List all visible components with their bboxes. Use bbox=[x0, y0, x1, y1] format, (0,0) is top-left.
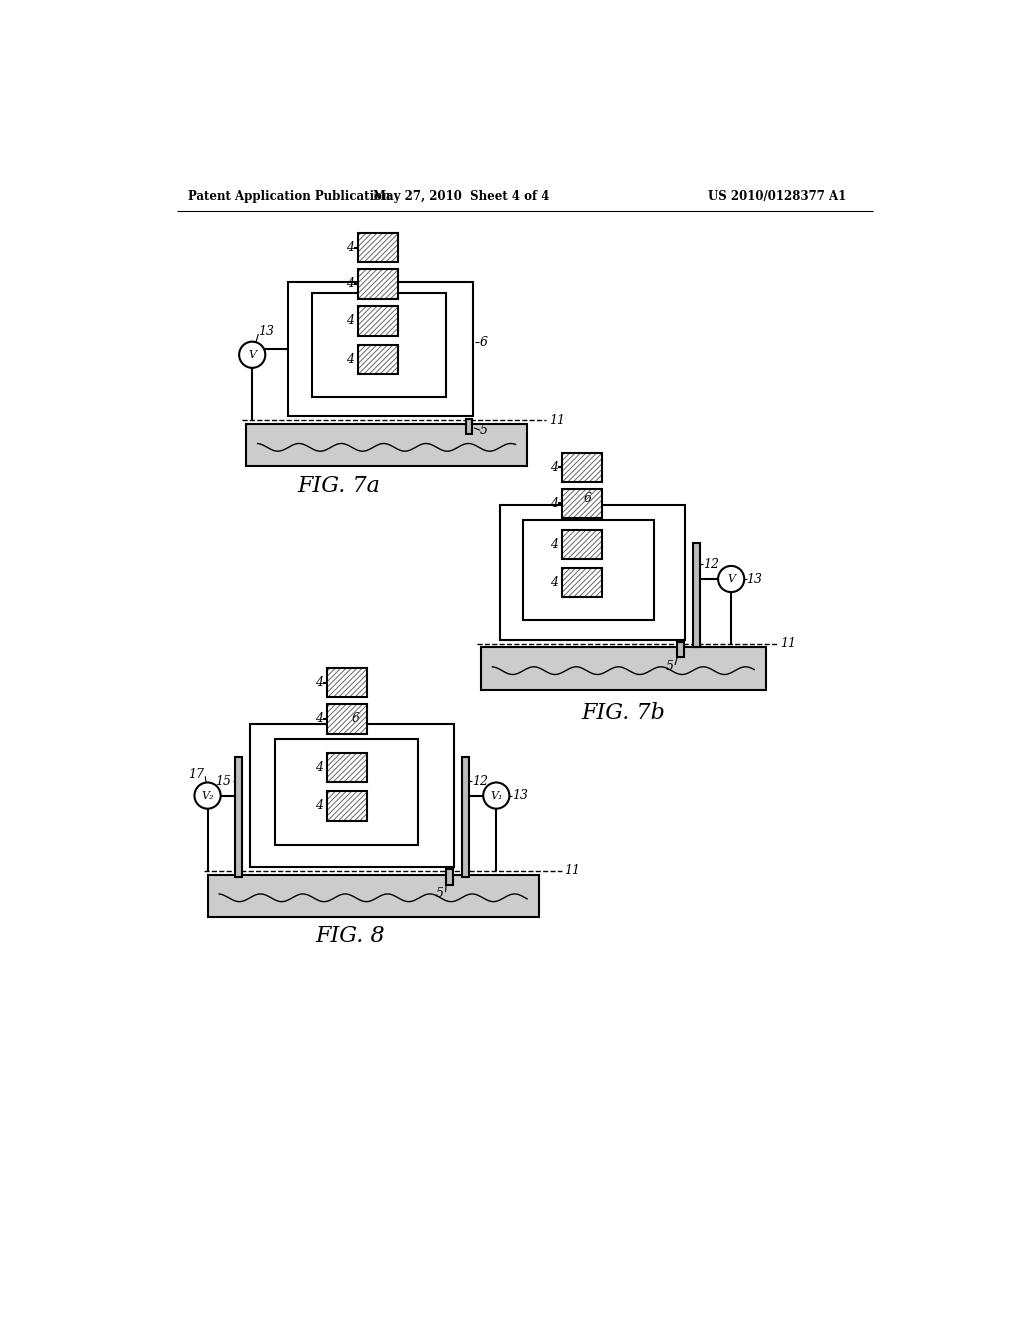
Bar bbox=[327, 752, 367, 781]
Bar bbox=[523, 520, 654, 620]
Bar bbox=[357, 306, 397, 335]
Circle shape bbox=[240, 342, 265, 368]
Bar bbox=[208, 874, 539, 917]
Circle shape bbox=[483, 783, 509, 809]
Bar bbox=[327, 668, 367, 697]
Text: 4: 4 bbox=[346, 352, 354, 366]
Text: 4: 4 bbox=[550, 461, 558, 474]
Bar bbox=[692, 544, 700, 647]
Text: 11: 11 bbox=[564, 865, 580, 878]
Bar bbox=[562, 488, 602, 517]
Bar bbox=[446, 869, 454, 884]
Bar bbox=[246, 424, 527, 466]
Bar bbox=[357, 345, 397, 374]
Text: 13: 13 bbox=[512, 789, 527, 803]
Text: V: V bbox=[727, 574, 735, 583]
Text: 4: 4 bbox=[315, 713, 323, 726]
Text: Patent Application Publication: Patent Application Publication bbox=[188, 190, 391, 203]
Circle shape bbox=[195, 783, 220, 809]
Text: 6: 6 bbox=[479, 335, 487, 348]
Text: V₁: V₁ bbox=[490, 791, 503, 800]
Bar bbox=[327, 792, 367, 821]
Text: FIG. 8: FIG. 8 bbox=[315, 925, 385, 948]
Text: 5: 5 bbox=[436, 887, 444, 900]
Text: 13: 13 bbox=[746, 573, 763, 586]
Text: 4: 4 bbox=[346, 277, 354, 290]
Text: 17: 17 bbox=[187, 767, 204, 780]
Bar bbox=[562, 453, 602, 482]
Text: 11: 11 bbox=[779, 638, 796, 649]
Text: 5: 5 bbox=[480, 424, 488, 437]
Text: V₂: V₂ bbox=[202, 791, 214, 800]
Bar bbox=[466, 418, 472, 434]
Bar bbox=[562, 529, 602, 558]
Text: US 2010/0128377 A1: US 2010/0128377 A1 bbox=[708, 190, 846, 203]
Bar bbox=[562, 568, 602, 598]
Bar bbox=[562, 488, 602, 517]
Text: FIG. 7a: FIG. 7a bbox=[297, 475, 380, 496]
Text: 4: 4 bbox=[315, 676, 323, 689]
Text: 4: 4 bbox=[550, 576, 558, 589]
Text: 12: 12 bbox=[703, 557, 720, 570]
Bar bbox=[562, 529, 602, 558]
Bar bbox=[275, 739, 418, 845]
Bar bbox=[357, 269, 397, 298]
Text: 4: 4 bbox=[550, 496, 558, 510]
Bar bbox=[311, 293, 446, 397]
Text: V: V bbox=[248, 350, 256, 360]
Text: 13: 13 bbox=[258, 325, 274, 338]
Bar bbox=[357, 269, 397, 298]
Bar bbox=[357, 234, 397, 263]
Bar bbox=[562, 453, 602, 482]
Text: 11: 11 bbox=[549, 413, 564, 426]
Text: 4: 4 bbox=[315, 800, 323, 813]
Text: FIG. 7b: FIG. 7b bbox=[582, 702, 666, 723]
Text: 4: 4 bbox=[346, 242, 354, 255]
Circle shape bbox=[718, 566, 744, 593]
Text: 5: 5 bbox=[666, 660, 674, 673]
Bar bbox=[250, 725, 454, 867]
Bar bbox=[327, 792, 367, 821]
Text: May 27, 2010  Sheet 4 of 4: May 27, 2010 Sheet 4 of 4 bbox=[374, 190, 550, 203]
Bar bbox=[234, 758, 243, 876]
Bar bbox=[357, 306, 397, 335]
Text: 4: 4 bbox=[315, 760, 323, 774]
Bar bbox=[562, 568, 602, 598]
Bar bbox=[289, 281, 473, 416]
Bar bbox=[327, 705, 367, 734]
Bar bbox=[500, 506, 685, 640]
Text: 12: 12 bbox=[472, 775, 488, 788]
Text: 4: 4 bbox=[346, 314, 354, 327]
Bar bbox=[677, 642, 684, 657]
Bar bbox=[327, 752, 367, 781]
Bar bbox=[327, 705, 367, 734]
Bar bbox=[462, 758, 469, 876]
Bar bbox=[357, 234, 397, 263]
Text: 15: 15 bbox=[215, 775, 231, 788]
Text: 4: 4 bbox=[550, 537, 558, 550]
Bar bbox=[481, 647, 766, 689]
Bar bbox=[327, 668, 367, 697]
Bar bbox=[357, 345, 397, 374]
Text: 6: 6 bbox=[584, 492, 591, 506]
Text: 6: 6 bbox=[352, 711, 359, 725]
